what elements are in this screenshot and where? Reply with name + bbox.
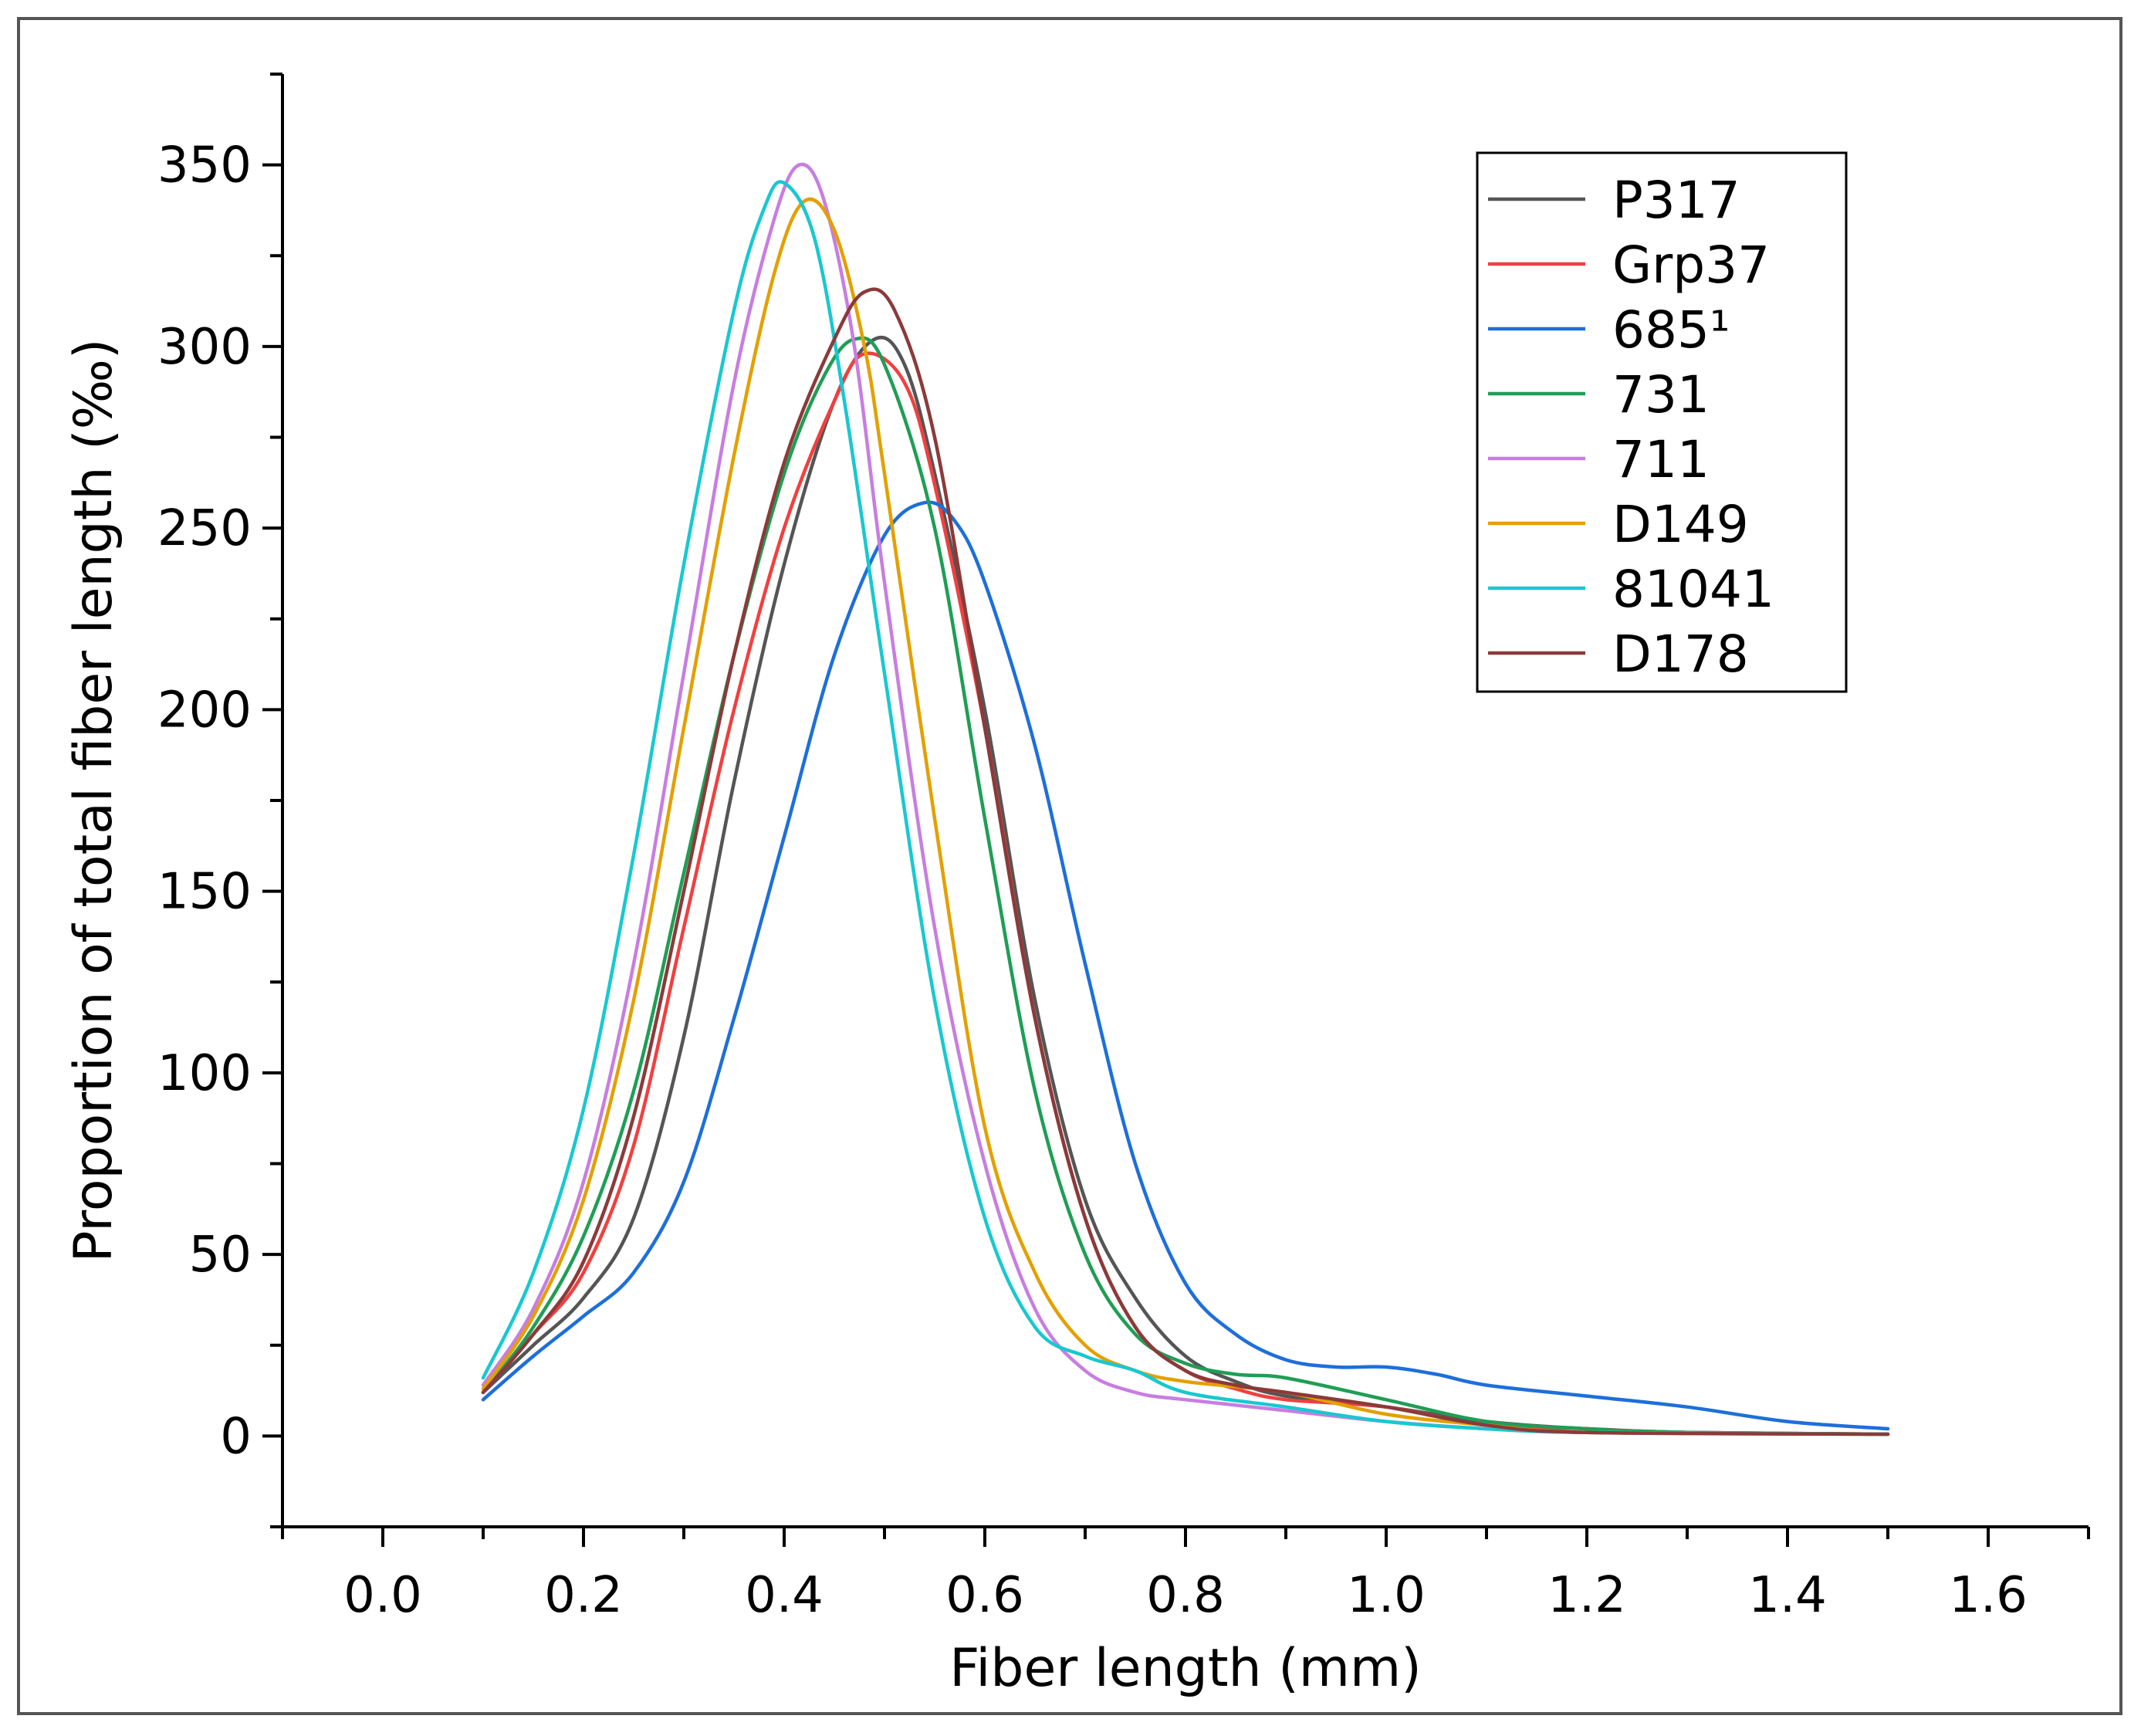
y-tick-label: 200 — [157, 682, 252, 739]
line-chart: 0.0 0.2 0.4 0.6 0.8 1.0 1.2 1.4 1.6 0 50 100 150 200 2… — [63, 73, 2090, 1699]
y-axis-title: Proportion of total fiber length (‰) — [63, 339, 124, 1263]
legend-label: 685¹ — [1612, 300, 1730, 360]
x-tick-label: 0.2 — [544, 1567, 623, 1624]
x-tick-label: 1.2 — [1547, 1567, 1626, 1624]
y-tick-label: 300 — [157, 319, 252, 376]
x-tick-label: 0.8 — [1146, 1567, 1225, 1624]
legend-box — [1476, 151, 1848, 693]
legend-label: Grp37 — [1612, 235, 1770, 295]
series-line-3 — [481, 500, 1890, 1431]
legend-label: D149 — [1612, 495, 1749, 554]
figure-frame: 0.0 0.2 0.4 0.6 0.8 1.0 1.2 1.4 1.6 0 50 100 150 200 2… — [17, 17, 2122, 1715]
legend-label: 731 — [1612, 365, 1710, 425]
series-line-7 — [481, 180, 1890, 1437]
axes: 0.0 0.2 0.4 0.6 0.8 1.0 1.2 1.4 1.6 0 50 100 150 200 2… — [157, 73, 2090, 1624]
series-line-8 — [481, 287, 1890, 1437]
x-tick-label: 0.4 — [745, 1567, 824, 1624]
y-tick-label: 100 — [157, 1045, 252, 1102]
x-tick-label: 1.4 — [1748, 1567, 1827, 1624]
y-tick-label: 350 — [157, 137, 252, 195]
y-tick-label: 50 — [189, 1227, 252, 1284]
y-tick-label: 250 — [157, 500, 252, 557]
y-tick-label: 150 — [157, 864, 252, 921]
x-axis-title: Fiber length (mm) — [949, 1638, 1422, 1699]
legend-label: D178 — [1612, 624, 1749, 684]
x-tick-label: 0.0 — [343, 1567, 422, 1624]
legend-label: 711 — [1612, 430, 1710, 489]
series-line-6 — [481, 197, 1890, 1437]
x-tick-label: 1.6 — [1949, 1567, 2028, 1624]
legend-label: 81041 — [1612, 560, 1774, 619]
x-tick-label: 0.6 — [945, 1567, 1024, 1624]
y-tick-label: 0 — [220, 1408, 252, 1465]
series-line-4 — [481, 336, 1890, 1437]
plot-lines — [481, 162, 1890, 1437]
legend-label: P317 — [1612, 171, 1740, 230]
x-tick-label: 1.0 — [1347, 1567, 1426, 1624]
